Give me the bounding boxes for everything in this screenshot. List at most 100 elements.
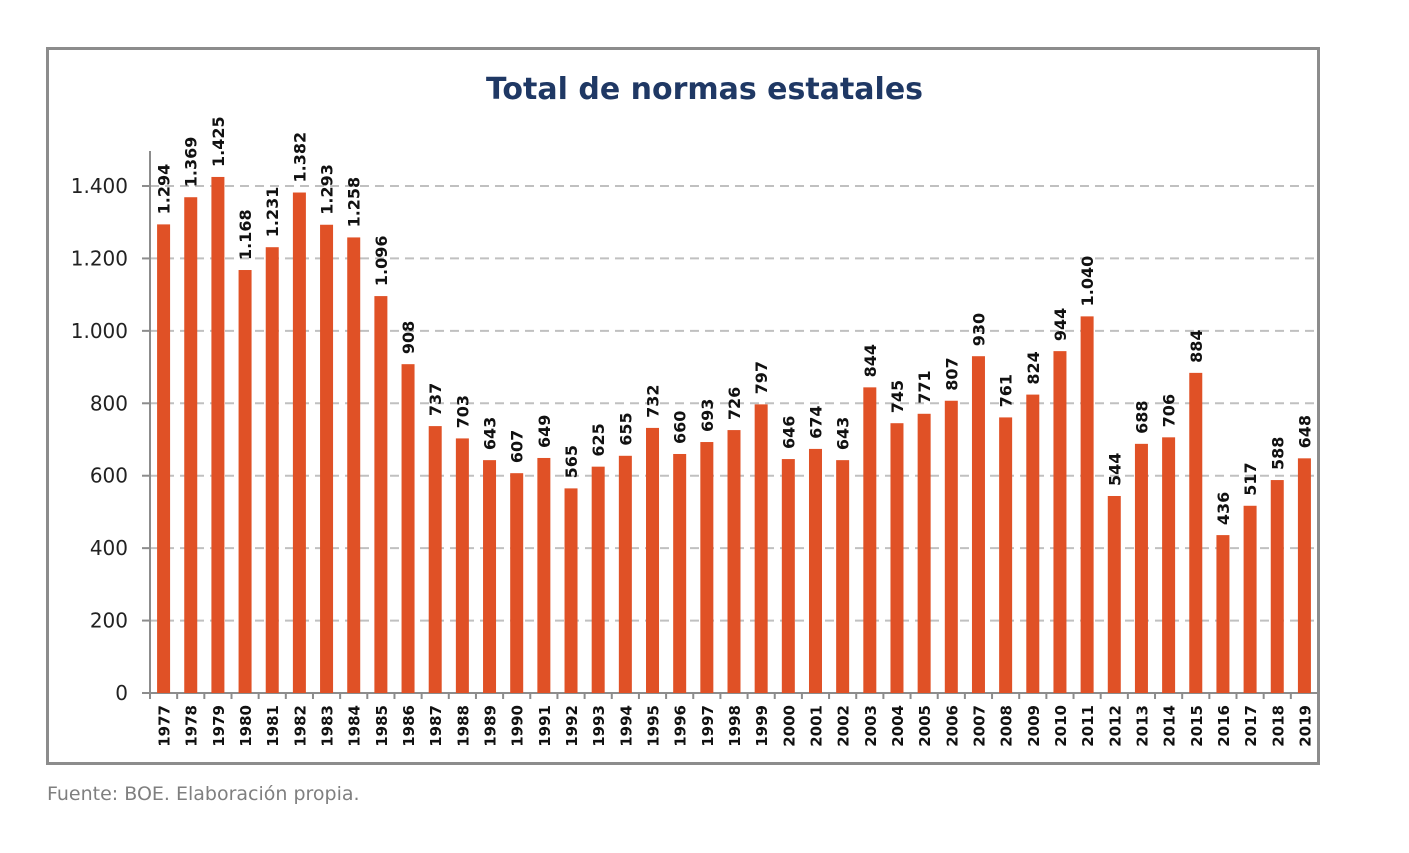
bar-2018 (1270, 480, 1284, 693)
bar-1981 (265, 247, 279, 693)
bar-1983 (320, 224, 334, 694)
data-label-1981: 1.231 (263, 187, 282, 238)
x-tick-label: 2008 (998, 705, 1016, 747)
y-tick-label: 200 (90, 609, 128, 633)
bar-1989 (483, 460, 497, 693)
data-label-1983: 1.293 (318, 164, 337, 215)
x-tick-label: 2010 (1052, 705, 1070, 747)
bar-1977 (157, 224, 171, 693)
data-label-1999: 797 (752, 361, 771, 394)
bar-1978 (184, 197, 198, 693)
x-tick-label: 2014 (1161, 705, 1179, 747)
y-tick-label: 400 (90, 536, 128, 560)
bar-2005 (917, 413, 931, 693)
x-tick-label: 2000 (780, 705, 798, 747)
x-tick-label: 2003 (862, 705, 880, 747)
data-label-1984: 1.258 (345, 177, 364, 228)
data-label-2015: 884 (1187, 329, 1206, 362)
y-tick-label: 600 (90, 464, 128, 488)
data-label-2000: 646 (779, 416, 798, 449)
x-tick-label: 1980 (237, 705, 255, 747)
data-label-1985: 1.096 (372, 235, 391, 286)
bar-1979 (211, 176, 225, 694)
data-label-1991: 649 (535, 415, 554, 448)
bar-2004 (890, 423, 904, 693)
x-tick-label: 1997 (699, 705, 717, 747)
data-label-2001: 674 (806, 406, 825, 439)
data-label-2009: 824 (1024, 351, 1043, 384)
bar-1995 (646, 427, 660, 693)
bar-2008 (999, 417, 1013, 693)
data-label-1990: 607 (508, 430, 527, 463)
x-tick-label: 1987 (427, 705, 445, 747)
data-label-1996: 660 (671, 411, 690, 444)
x-tick-label: 1981 (264, 705, 282, 747)
y-tick-label: 1.200 (71, 246, 128, 270)
x-tick-label: 1989 (482, 705, 500, 747)
x-tick-label: 1983 (319, 705, 337, 747)
x-tick-label: 2009 (1025, 705, 1043, 747)
bar-2019 (1297, 458, 1311, 693)
chart-title: Total de normas estatales (485, 72, 924, 107)
bar-1980 (238, 270, 252, 693)
bar-1997 (700, 442, 714, 693)
x-tick-label: 1988 (454, 705, 472, 747)
x-tick-label: 2007 (970, 705, 988, 747)
bar-1993 (591, 466, 605, 693)
bar-1987 (428, 426, 442, 693)
x-tick-label: 2011 (1079, 705, 1097, 747)
bar-2010 (1053, 351, 1067, 693)
data-label-2007: 930 (969, 313, 988, 346)
data-label-1992: 565 (562, 445, 581, 478)
bar-2015 (1189, 372, 1203, 693)
x-tick-label: 1991 (536, 705, 554, 747)
x-tick-label: 1979 (210, 705, 228, 747)
source-note: Fuente: BOE. Elaboración propia. (47, 783, 360, 805)
data-label-2006: 807 (942, 357, 961, 390)
x-tick-label: 1978 (183, 705, 201, 747)
x-tick-label: 1984 (346, 705, 364, 747)
x-tick-label: 2017 (1242, 705, 1260, 747)
x-tick-label: 1993 (590, 705, 608, 747)
bar-1992 (564, 488, 578, 693)
bar-2011 (1080, 316, 1094, 693)
data-label-2017: 517 (1241, 462, 1260, 495)
data-label-2012: 544 (1105, 453, 1124, 486)
x-tick-label: 1998 (726, 705, 744, 747)
data-label-2008: 761 (997, 374, 1016, 407)
data-label-1986: 908 (399, 321, 418, 354)
data-label-2005: 771 (915, 370, 934, 403)
bar-2003 (863, 387, 877, 693)
bar-1996 (673, 453, 687, 693)
data-label-1980: 1.168 (236, 209, 255, 260)
bar-1982 (292, 192, 306, 694)
data-label-1988: 703 (453, 395, 472, 428)
bar-2012 (1107, 495, 1121, 693)
data-label-2004: 745 (888, 380, 907, 413)
data-label-1995: 732 (644, 385, 663, 418)
bar-1999 (754, 404, 768, 693)
x-tick-label: 2016 (1215, 705, 1233, 747)
data-label-1989: 643 (481, 417, 500, 450)
x-tick-label: 1986 (400, 705, 418, 747)
x-tick-label: 1977 (156, 705, 174, 747)
data-label-2014: 706 (1160, 394, 1179, 427)
y-tick-label: 1.000 (71, 319, 128, 343)
data-label-1979: 1.425 (209, 116, 228, 167)
x-tick-label: 1985 (373, 705, 391, 747)
data-label-2016: 436 (1214, 492, 1233, 525)
bar-1998 (727, 430, 741, 693)
bar-1990 (510, 473, 524, 693)
bar-1991 (537, 457, 551, 693)
x-tick-label: 2015 (1188, 705, 1206, 747)
data-label-2019: 648 (1295, 415, 1314, 448)
bar-2017 (1243, 505, 1257, 693)
bar-2002 (836, 460, 850, 693)
bar-1988 (455, 438, 469, 693)
bar-2009 (1026, 394, 1040, 693)
data-label-2002: 643 (834, 417, 853, 450)
bar-1984 (347, 237, 361, 693)
x-tick-label: 1994 (617, 705, 635, 747)
x-tick-label: 2001 (807, 705, 825, 747)
bar-2006 (944, 400, 958, 693)
